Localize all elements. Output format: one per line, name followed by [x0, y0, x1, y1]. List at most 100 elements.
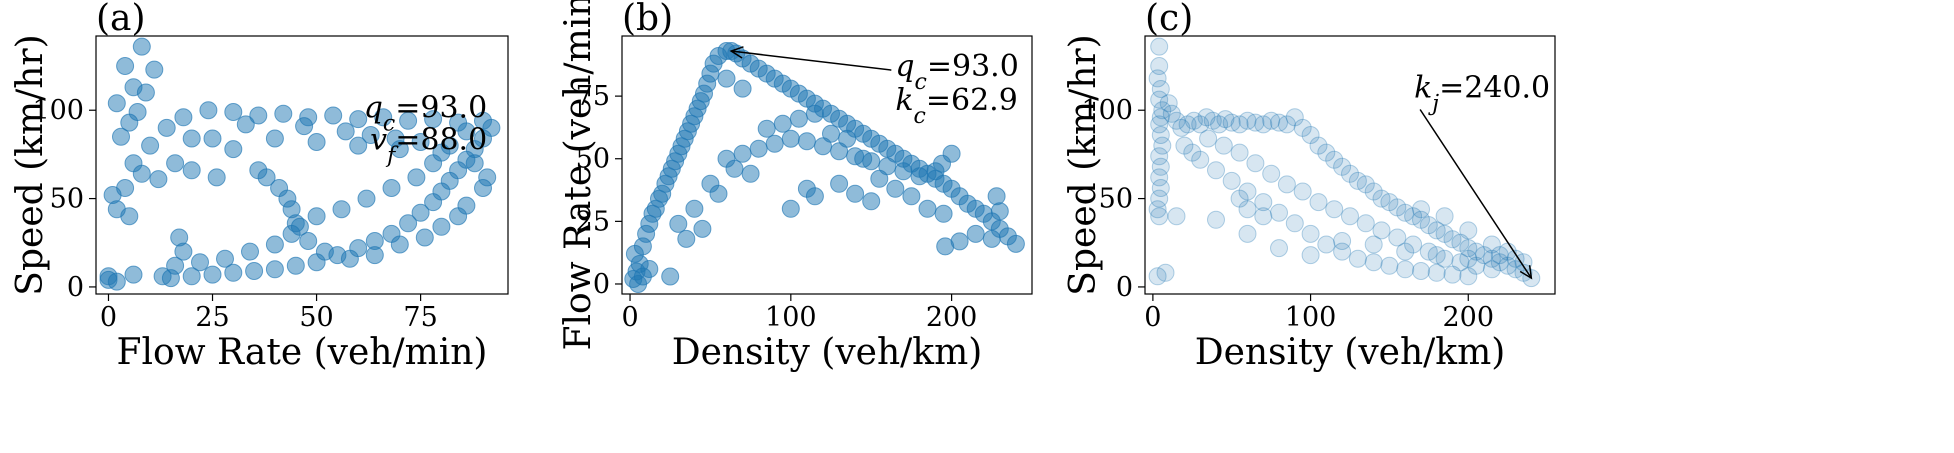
data-point — [1412, 262, 1430, 280]
data-point — [1341, 207, 1359, 226]
data-point — [1388, 198, 1407, 217]
data-point — [182, 267, 201, 286]
axes-frame-c — [1144, 35, 1556, 295]
data-point — [411, 203, 430, 222]
panel-label: (c) — [1145, 0, 1193, 39]
data-point — [1388, 228, 1407, 247]
data-point — [1341, 164, 1359, 183]
data-point — [1262, 111, 1281, 130]
panel-a-speed-vs-flow-scatter: 0 25 50 75 0 50 100 Flow Rate (veh/min) Speed (k… — [10, 0, 509, 373]
data-point — [1150, 168, 1169, 187]
data-point — [1325, 150, 1344, 169]
data-point — [1148, 267, 1167, 286]
data-point — [382, 179, 401, 197]
data-point — [1151, 108, 1170, 127]
data-point — [399, 111, 418, 130]
data-point — [1207, 210, 1225, 229]
data-point — [349, 136, 368, 155]
data-point — [249, 161, 268, 180]
data-point — [1506, 249, 1525, 268]
data-point — [1514, 253, 1533, 272]
data-point — [1230, 189, 1249, 208]
data-point — [966, 224, 985, 243]
y-tick-label: 50 — [576, 144, 610, 175]
panel-label: (a) — [96, 0, 146, 39]
y-tick-label: 50 — [1099, 184, 1133, 215]
data-point — [1404, 207, 1423, 226]
data-point — [1396, 242, 1415, 261]
data-point — [1150, 57, 1169, 75]
data-point — [733, 144, 752, 163]
data-point — [1184, 111, 1203, 130]
data-point — [1348, 249, 1367, 268]
data-point — [1380, 256, 1399, 275]
data-point — [307, 133, 326, 151]
data-point — [224, 140, 243, 159]
data-point — [1153, 101, 1172, 120]
data-point — [846, 184, 865, 203]
data-point — [1482, 249, 1501, 268]
x-axis-label: Density (veh/km) — [672, 332, 983, 373]
data-point — [1172, 118, 1191, 137]
x-tick-label: 200 — [926, 302, 978, 333]
data-point — [1301, 224, 1320, 243]
data-point — [245, 262, 264, 280]
data-point — [1459, 239, 1478, 258]
data-point — [677, 229, 696, 248]
data-point — [136, 83, 155, 102]
data-point — [132, 164, 151, 183]
data-point — [299, 232, 318, 250]
data-point — [1191, 150, 1210, 169]
data-point — [773, 114, 792, 133]
data-point — [424, 193, 443, 212]
data-point — [1404, 235, 1423, 254]
data-point — [1178, 115, 1197, 134]
data-point — [236, 115, 255, 134]
data-point — [332, 200, 351, 219]
data-point — [1459, 267, 1478, 286]
data-point — [286, 256, 305, 275]
data-point — [1459, 249, 1478, 268]
data-point — [449, 207, 468, 226]
data-point — [854, 149, 873, 168]
data-point — [1451, 253, 1470, 272]
data-point — [1167, 111, 1186, 130]
data-point — [386, 129, 405, 148]
data-point — [132, 37, 151, 56]
data-point — [170, 228, 189, 247]
data-point — [950, 232, 969, 251]
data-point — [107, 272, 126, 291]
data-point — [990, 202, 1009, 221]
data-point — [1419, 242, 1438, 261]
data-point — [701, 174, 720, 193]
data-point — [1277, 175, 1296, 194]
data-point — [1153, 136, 1172, 155]
data-point — [669, 214, 688, 233]
data-point — [1475, 246, 1493, 265]
data-point — [781, 199, 800, 218]
data-point — [1238, 182, 1257, 201]
data-point — [1162, 104, 1181, 123]
data-point — [415, 228, 434, 247]
data-point — [107, 94, 126, 113]
data-point — [1150, 90, 1169, 109]
data-point — [1482, 235, 1501, 254]
annotation-arrow — [731, 50, 892, 71]
data-point — [1333, 232, 1352, 250]
data-point — [424, 154, 443, 173]
data-point — [765, 134, 784, 153]
data-point — [1396, 260, 1415, 279]
data-point — [390, 235, 409, 254]
data-point — [640, 260, 659, 278]
data-point — [934, 204, 953, 223]
data-point — [1183, 143, 1202, 162]
data-point — [1006, 234, 1025, 253]
data-point — [166, 256, 185, 275]
data-point — [693, 219, 712, 238]
x-tick-label: 0 — [621, 302, 638, 333]
scatter-points-b — [624, 42, 1025, 293]
data-point — [870, 169, 889, 188]
data-point — [789, 109, 808, 128]
data-point — [1348, 171, 1367, 190]
data-point — [1317, 235, 1336, 254]
